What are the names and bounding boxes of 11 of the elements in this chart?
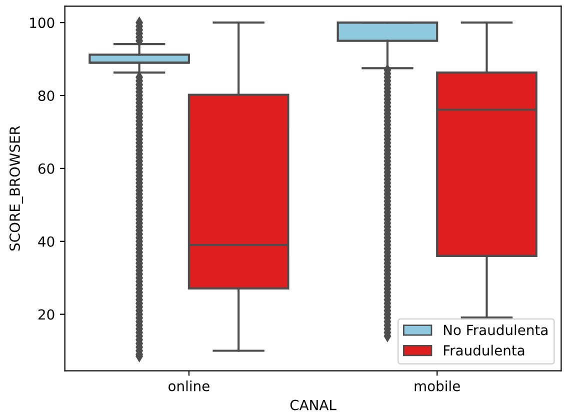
y-tick-label: 80 [38, 90, 54, 101]
legend-label: Fraudulenta [444, 344, 524, 356]
x-tick-label: mobile [414, 380, 460, 392]
y-axis-title: SCORE_BROWSER [9, 126, 24, 251]
y-tick-label: 40 [38, 236, 54, 247]
y-tick-label: 100 [30, 18, 54, 28]
y-tick-label: 60 [38, 163, 54, 174]
x-axis-title: CANAL [290, 400, 336, 410]
legend-label: No Fraudulenta [444, 324, 548, 336]
x-tick-label: online [168, 380, 210, 392]
y-tick-label: 20 [38, 309, 54, 320]
